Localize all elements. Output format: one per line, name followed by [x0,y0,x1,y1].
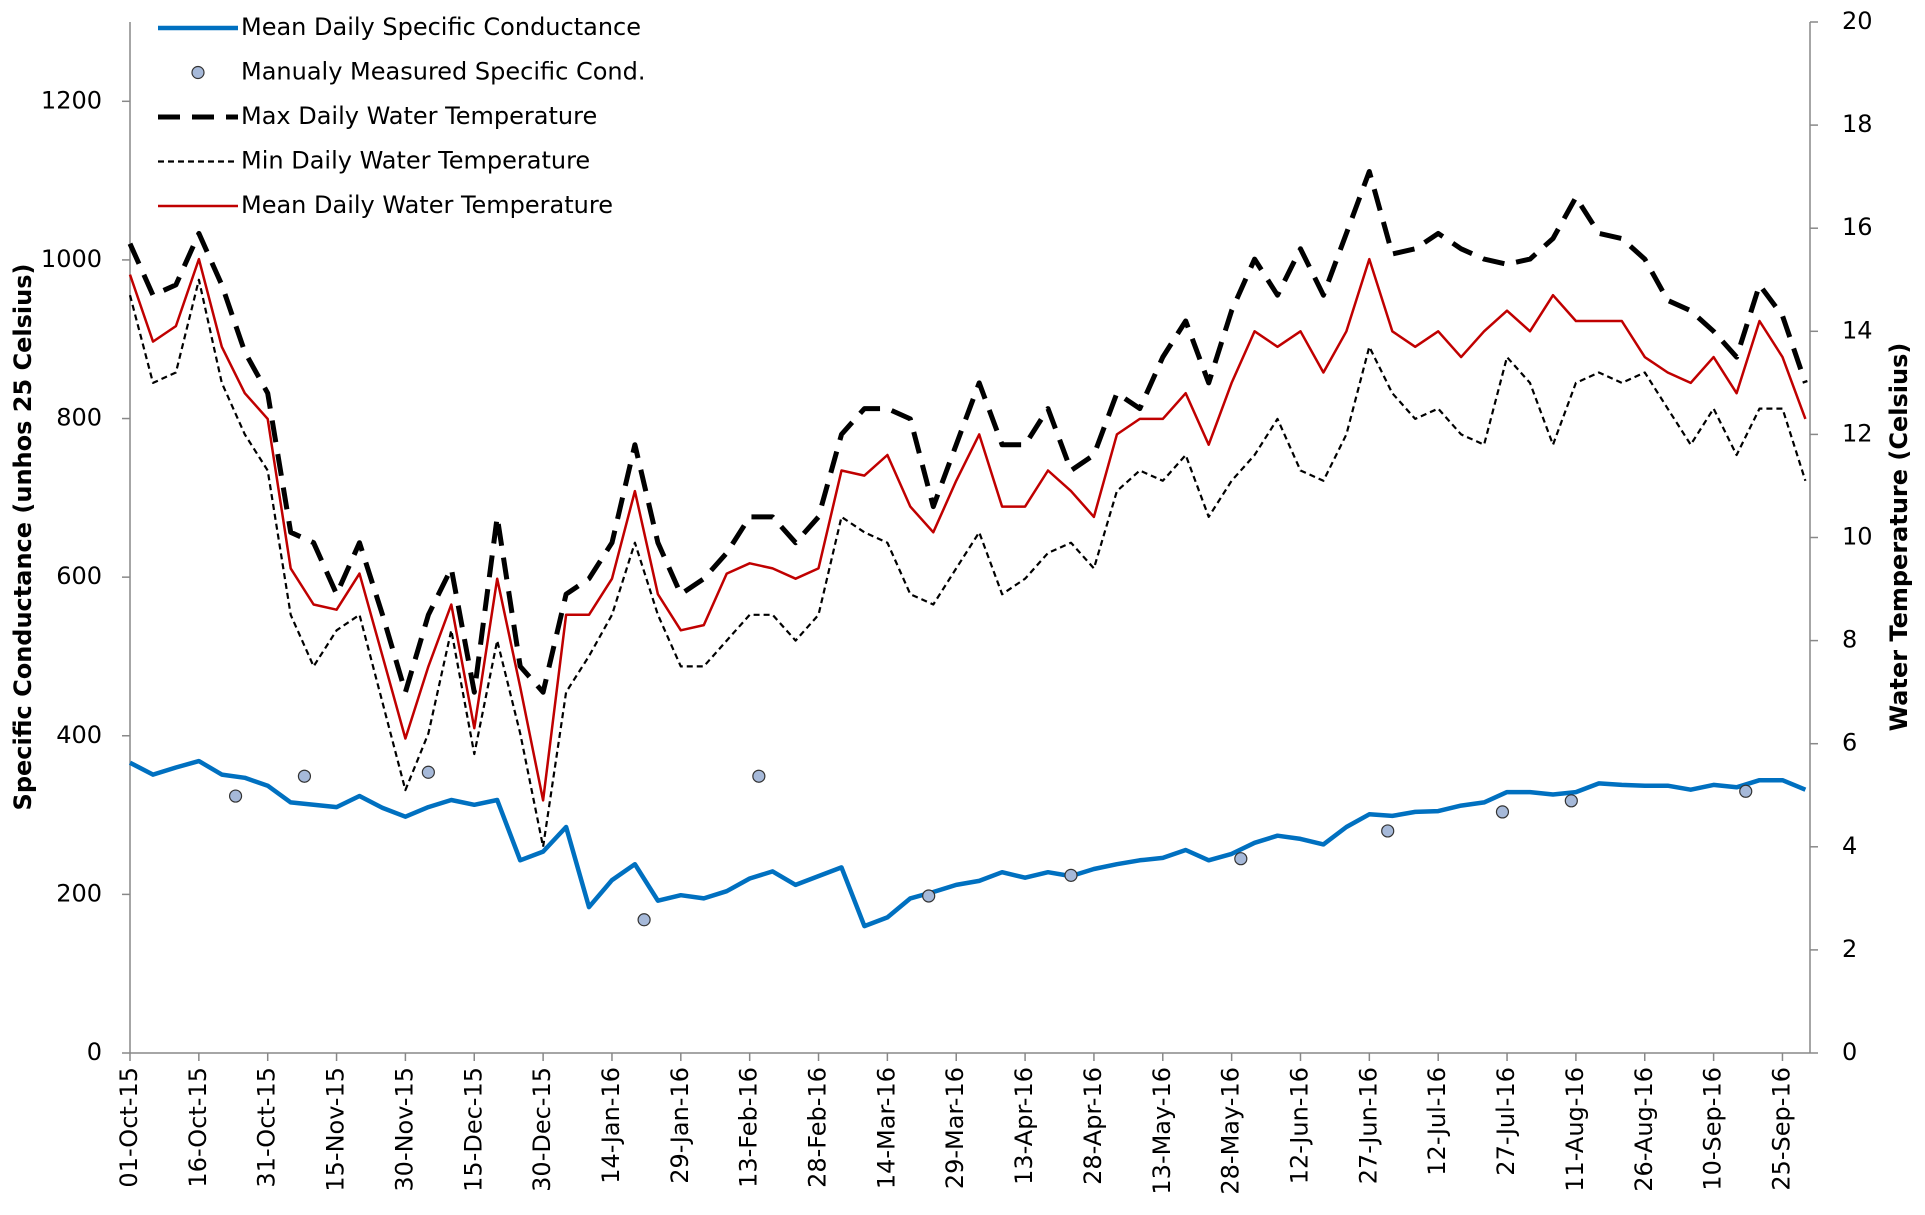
y-tick-label: 400 [56,721,102,749]
x-tick-label: 13-Apr-16 [1010,1067,1038,1185]
x-tick-label: 27-Jul-16 [1492,1067,1520,1176]
legend-label: Mean Daily Water Temperature [241,191,613,219]
series-line [128,758,1807,929]
measured-point [637,913,651,927]
y2-tick-label: 8 [1842,626,1857,654]
x-tick-label: 26-Aug-16 [1630,1067,1658,1192]
x-tick-label: 12-Jul-16 [1423,1067,1451,1176]
measured-point [922,889,936,903]
x-tick-label: 13-Feb-16 [735,1067,763,1188]
y-tick-label: 200 [56,879,102,907]
y-tick-label: 1200 [41,86,102,114]
measured-point [1564,794,1578,808]
y-tick-label: 600 [56,562,102,590]
x-tick-label: 30-Dec-15 [528,1067,556,1192]
y2-tick-label: 10 [1842,523,1873,551]
y-tick-label: 800 [56,404,102,432]
x-tick-label: 13-May-16 [1148,1067,1176,1195]
x-tick-label: 12-Jun-16 [1285,1067,1313,1184]
measured-point [297,769,312,783]
x-tick-label: 15-Dec-15 [459,1067,487,1192]
x-tick-label: 16-Oct-15 [184,1067,212,1188]
x-tick-label: 29-Mar-16 [941,1067,969,1189]
x-tick-label: 15-Nov-15 [322,1067,350,1192]
legend-label: Min Daily Water Temperature [241,147,590,175]
x-tick-label: 28-Feb-16 [804,1067,832,1188]
series-line [127,169,1808,695]
measured-point [228,789,243,803]
y-tick-label: 1000 [41,245,102,273]
x-tick-label: 31-Oct-15 [253,1067,281,1188]
measured-point [1064,868,1078,882]
x-tick-label: 28-Apr-16 [1079,1067,1107,1185]
y2-tick-label: 0 [1842,1038,1857,1066]
y-tick-label: 0 [87,1038,102,1066]
measured-point [1495,805,1510,819]
x-tick-label: 28-May-16 [1217,1067,1245,1195]
measured-point [752,769,766,783]
y2-tick-label: 20 [1842,7,1873,35]
x-tick-label: 14-Mar-16 [872,1067,900,1189]
measured-point [1234,852,1248,866]
x-tick-label: 27-Jun-16 [1354,1067,1382,1184]
y2-tick-label: 2 [1842,935,1857,963]
y-axis-label: Specific Conductance (unhos 25 Celsius) [9,264,37,811]
measured-point [1381,824,1395,838]
legend-marker [191,65,205,80]
x-tick-label: 29-Jan-16 [666,1067,694,1184]
measured-point [421,765,435,779]
series-line [128,278,1807,848]
y2-tick-label: 18 [1842,110,1873,138]
x-tick-label: 30-Nov-15 [390,1067,418,1192]
y2-tick-label: 12 [1842,419,1873,447]
x-tick-label: 25-Sep-16 [1767,1067,1795,1191]
y2-axis-label: Water Temperature (Celsius) [1885,343,1913,732]
y2-tick-label: 4 [1842,832,1857,860]
y2-tick-label: 14 [1842,316,1873,344]
measured-point [1739,784,1753,798]
x-tick-label: 11-Aug-16 [1561,1067,1589,1192]
x-tick-label: 01-Oct-15 [115,1067,143,1188]
legend-label: Mean Daily Specific Conductance [241,13,641,41]
legend-label: Max Daily Water Temperature [241,102,597,130]
series-line [128,257,1807,802]
x-tick-label: 14-Jan-16 [597,1067,625,1184]
y2-tick-label: 16 [1842,213,1873,241]
x-tick-label: 10-Sep-16 [1699,1067,1727,1191]
y2-tick-label: 6 [1842,729,1857,757]
legend-label: Manualy Measured Specific Cond. [241,58,645,86]
